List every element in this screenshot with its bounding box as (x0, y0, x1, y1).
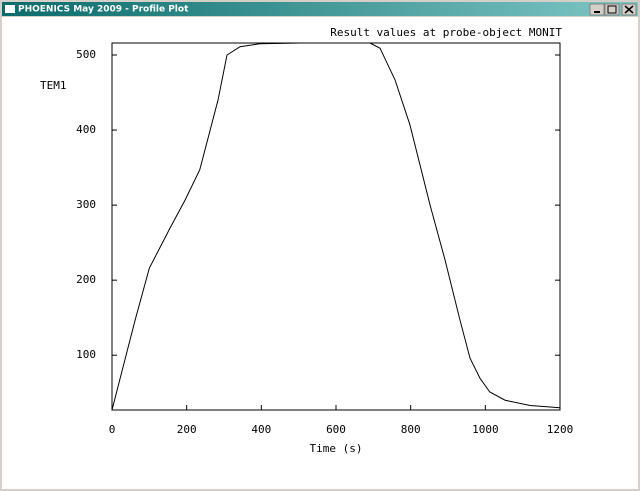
x-tick-label: 800 (401, 423, 421, 436)
window-icon (5, 5, 15, 13)
x-tick-label: 200 (177, 423, 197, 436)
x-tick-label: 0 (109, 423, 116, 436)
y-tick-label: 500 (76, 48, 96, 61)
x-tick-label: 600 (326, 423, 346, 436)
y-axis-label: TEM1 (40, 79, 67, 92)
y-tick-label: 400 (76, 123, 96, 136)
close-icon (624, 5, 634, 14)
window-title: PHOENICS May 2009 - Profile Plot (18, 5, 189, 15)
y-tick-label: 100 (76, 348, 96, 361)
window-buttons[interactable] (589, 3, 637, 16)
x-axis-label: Time (s) (310, 442, 363, 455)
y-tick-label: 300 (76, 198, 96, 211)
title-bar (2, 2, 638, 16)
minimize-button[interactable] (589, 3, 605, 16)
data-line (111, 42, 561, 411)
maximize-icon (607, 5, 617, 14)
x-tick-label: 1200 (547, 423, 574, 436)
maximize-button[interactable] (604, 3, 620, 16)
x-tick-label: 400 (251, 423, 271, 436)
chart-title: Result values at probe-object MONIT (330, 26, 562, 39)
y-tick-label: 200 (76, 273, 96, 286)
plot-canvas (2, 17, 638, 489)
x-tick-label: 1000 (472, 423, 499, 436)
